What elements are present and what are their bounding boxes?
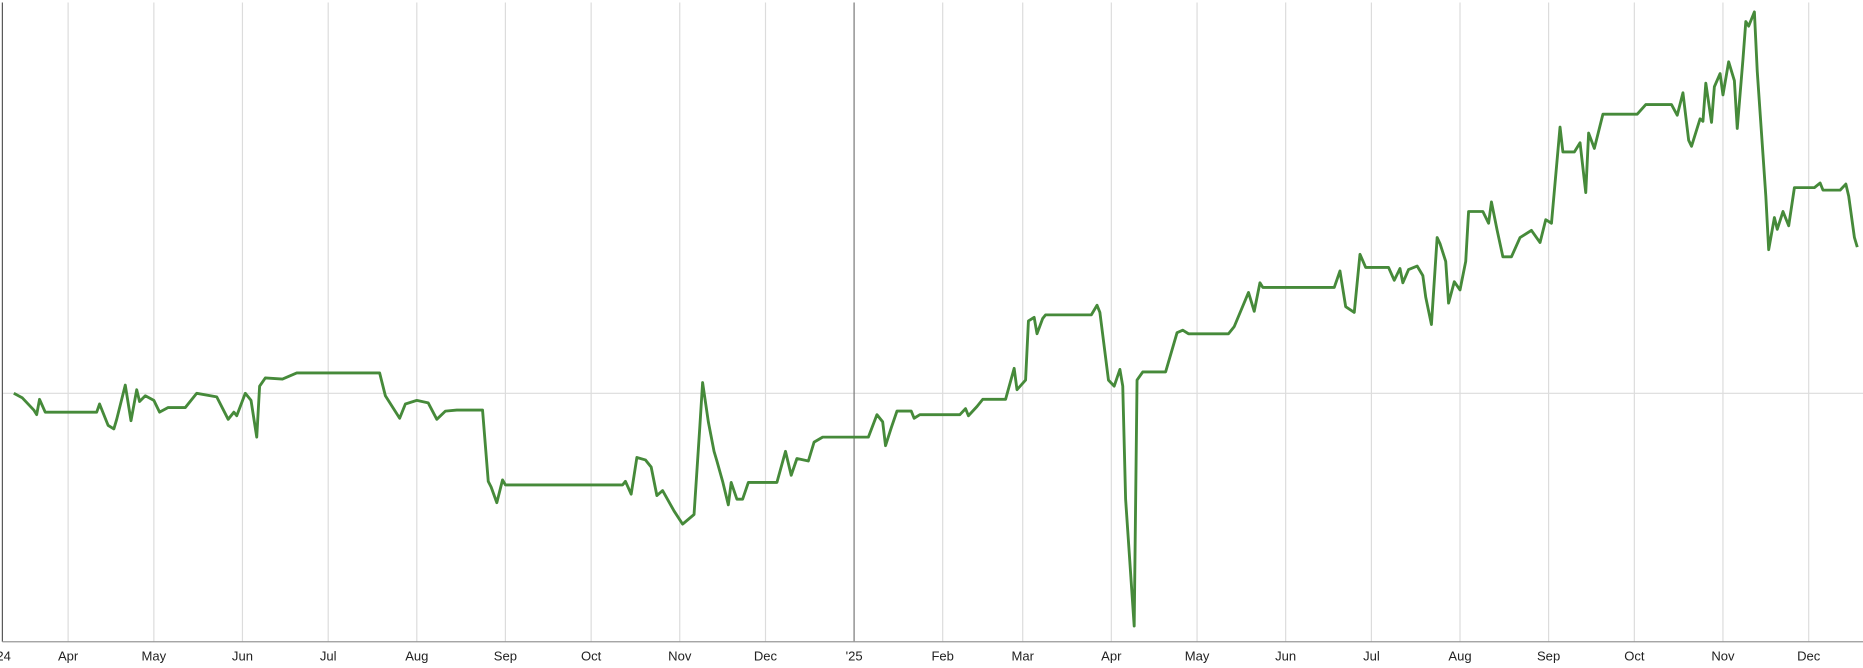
- x-tick-label: Apr: [1101, 649, 1122, 664]
- x-tick-label: '24: [0, 649, 11, 664]
- x-tick-label: Oct: [1624, 649, 1645, 664]
- x-tick-label: Dec: [754, 649, 778, 664]
- x-tick-label: Nov: [1711, 649, 1735, 664]
- x-tick-label: Aug: [405, 649, 428, 664]
- x-tick-label: Jul: [1363, 649, 1380, 664]
- x-tick-label: Jun: [232, 649, 253, 664]
- x-tick-label: Jul: [320, 649, 337, 664]
- x-tick-label: Aug: [1448, 649, 1471, 664]
- x-tick-label: Jun: [1275, 649, 1296, 664]
- x-tick-label: Apr: [58, 649, 79, 664]
- x-tick-label: '25: [846, 649, 863, 664]
- x-tick-label: Nov: [668, 649, 692, 664]
- data-line: [13, 10, 1859, 628]
- x-tick-label: Mar: [1011, 649, 1034, 664]
- x-tick-label: Sep: [1537, 649, 1560, 664]
- x-tick-label: Dec: [1797, 649, 1821, 664]
- x-tick-label: May: [1185, 649, 1210, 664]
- x-tick-label: May: [142, 649, 167, 664]
- x-tick-label: Sep: [494, 649, 517, 664]
- x-tick-label: Oct: [581, 649, 602, 664]
- x-tick-label: Feb: [931, 649, 953, 664]
